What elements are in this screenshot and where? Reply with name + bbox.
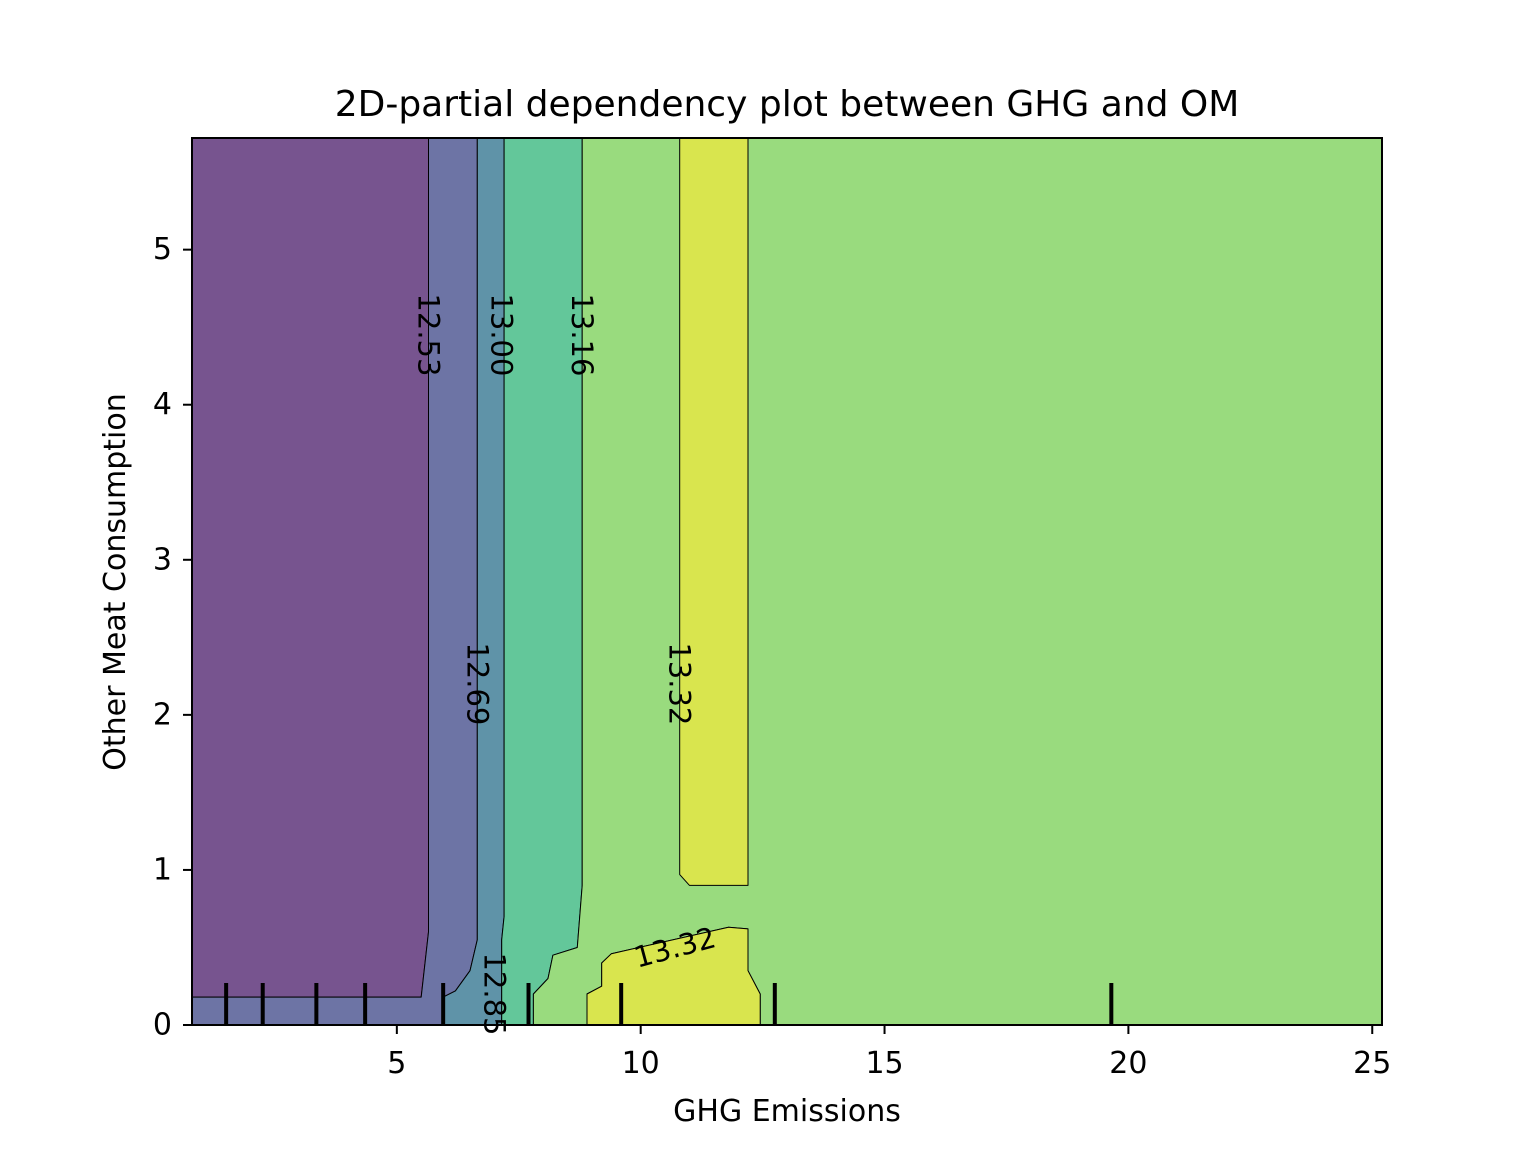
x-tick-label-0: 5 (387, 1046, 406, 1081)
contour-label-0: 12.53 (412, 293, 446, 376)
y-tick-label-1: 1 (153, 852, 172, 887)
contour-region-6 (586, 926, 761, 1026)
y-tick-label-5: 5 (153, 232, 172, 267)
rug-marks (224, 983, 1114, 1025)
x-tick-label-3: 20 (1109, 1046, 1147, 1081)
contour-label-4: 13.32 (663, 642, 697, 725)
contour-label-3: 12.69 (460, 642, 494, 725)
plot-frame (191, 137, 1383, 1026)
x-tick-label-4: 25 (1353, 1046, 1391, 1081)
chart-title: 2D-partial dependency plot between GHG a… (335, 84, 1240, 125)
contour-region-4 (532, 137, 1383, 1026)
contour-label-2: 13.16 (565, 293, 599, 376)
contour-label-6: 12.85 (477, 952, 511, 1035)
contour-label-1: 13.00 (485, 293, 519, 376)
x-axis-label: GHG Emissions (673, 1094, 901, 1129)
contour-region-0 (191, 137, 429, 998)
contour-region-3 (501, 137, 583, 1026)
contour-regions (191, 137, 1383, 1026)
x-tick-label-2: 15 (865, 1046, 903, 1081)
y-tick-label-2: 2 (153, 697, 172, 732)
y-tick-label-4: 4 (153, 387, 172, 422)
y-axis: 0 1 2 3 4 5 (153, 232, 192, 1043)
y-tick-label-3: 3 (153, 542, 172, 577)
x-tick-label-1: 10 (622, 1046, 660, 1081)
y-tick-label-0: 0 (153, 1008, 172, 1043)
y-axis-label: Other Meat Consumption (98, 393, 133, 770)
x-axis: 5 10 15 20 25 (387, 1025, 1391, 1081)
contour-region-5 (679, 137, 749, 886)
